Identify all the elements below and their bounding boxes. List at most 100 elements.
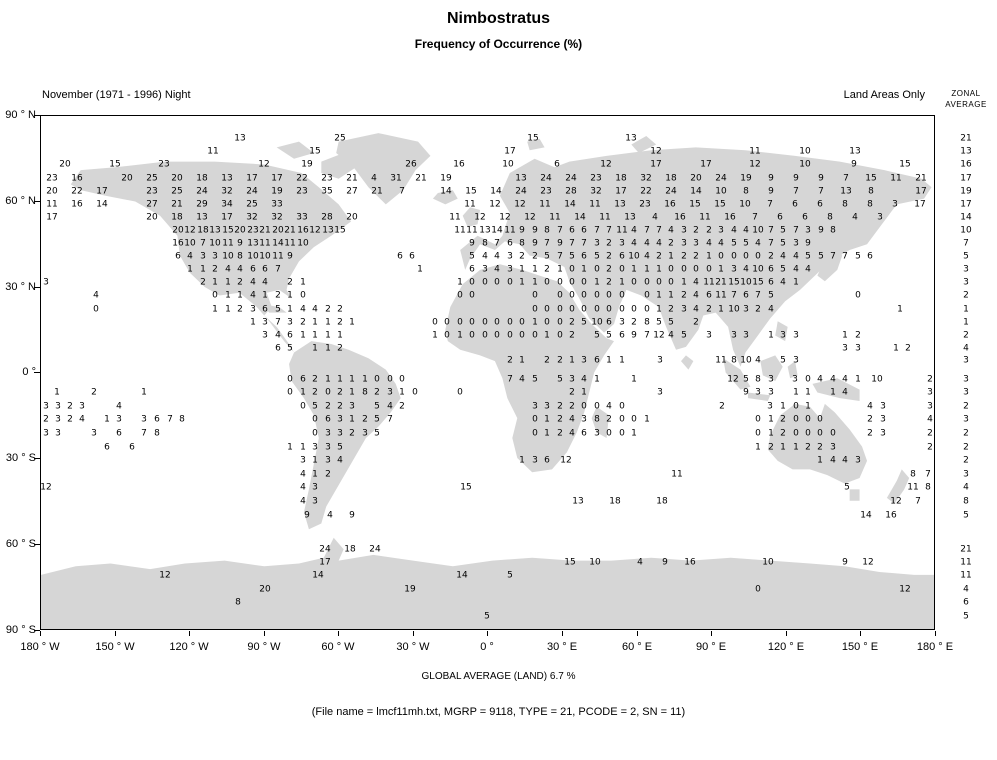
grid-value: 11 [464,199,476,210]
grid-value: 2 [606,251,612,262]
grid-value: 4 [805,264,811,275]
map-plot-area [40,115,935,630]
grid-value: 20 [171,173,183,184]
grid-value: 13 [196,212,208,223]
grid-value: 7 [843,173,849,184]
grid-value: 3 [780,330,786,341]
grid-value: 7 [141,428,147,439]
grid-value: 32 [246,212,258,223]
grid-value: 4 [830,455,836,466]
grid-value: 6 [287,330,293,341]
grid-value: 7 [606,225,612,236]
grid-value: 22 [71,186,83,197]
grid-value: 1 [581,264,587,275]
longitude-label: 120 ° W [169,641,209,653]
grid-value: 8 [925,482,931,493]
grid-value: 16 [664,199,676,210]
grid-value: 1 [532,277,538,288]
grid-value: 3 [325,442,331,453]
grid-value: 0 [557,330,563,341]
grid-value: 1 [631,428,637,439]
grid-value: 5 [275,304,281,315]
latitude-label: 60 ° S [5,538,36,550]
grid-value: 12 [489,199,501,210]
grid-value: 17 [615,186,627,197]
grid-value: 3 [619,238,625,249]
grid-value: 1 [544,414,550,425]
grid-value: 9 [768,186,774,197]
longitude-label: 180 ° W [20,641,60,653]
grid-value: 23 [590,173,602,184]
grid-value: 3 [337,428,343,439]
grid-value: 3 [768,374,774,385]
grid-value: 1 [325,317,331,328]
grid-value: 15 [728,277,740,288]
grid-value: 0 [594,264,600,275]
british-isles [462,207,481,228]
grid-value: 10 [591,317,603,328]
zonal-average-value: 4 [963,343,969,354]
grid-value: 4 [225,264,231,275]
grid-value: 6 [507,238,513,249]
grid-value: 17 [319,557,331,568]
latitude-tick [34,544,40,545]
grid-value: 9 [743,387,749,398]
grid-value: 2 [817,442,823,453]
grid-value: 0 [532,414,538,425]
grid-value: 3 [312,442,318,453]
grid-value: 4 [569,414,575,425]
grid-value: 3 [55,428,61,439]
grid-value: 3 [927,401,933,412]
grid-value: 7 [842,251,848,262]
grid-value: 11 [222,238,234,249]
latitude-tick [34,287,40,288]
grid-value: 15 [752,277,764,288]
grid-value: 0 [557,290,563,301]
page-title: Nimbostratus [446,10,551,27]
grid-value: 32 [590,186,602,197]
grid-value: 2 [668,238,674,249]
grid-value: 4 [793,251,799,262]
grid-value: 7 [644,330,650,341]
grid-value: 5 [581,317,587,328]
grid-value: 0 [519,330,525,341]
grid-value: 6 [706,290,712,301]
grid-value: 1 [644,264,650,275]
grid-value: 6 [325,414,331,425]
grid-value: 3 [657,355,663,366]
grid-value: 12 [600,159,612,170]
grid-value: 32 [640,173,652,184]
zonal-average-value: 4 [963,482,969,493]
grid-value: 2 [631,317,637,328]
grid-value: 10 [628,251,640,262]
grid-value: 15 [309,146,321,157]
grid-value: 5 [681,330,687,341]
grid-value: 7 [581,238,587,249]
grid-value: 9 [349,510,355,521]
grid-value: 4 [693,277,699,288]
grid-value: 11 [589,199,601,210]
grid-value: 2 [927,428,933,439]
borneo [760,355,783,382]
grid-value: 0 [507,330,513,341]
grid-value: 11 [715,355,727,366]
grid-value: 12 [184,225,196,236]
grid-value: 10 [715,186,727,197]
grid-value: 1 [362,374,368,385]
zonal-average-value: 17 [960,173,972,184]
zonal-average-value: 3 [963,387,969,398]
grid-value: 4 [927,414,933,425]
zonal-average-value: 8 [963,496,969,507]
grid-value: 6 [104,442,110,453]
longitude-tick [189,631,190,636]
grid-value: 3 [718,225,724,236]
grid-value: 7 [793,186,799,197]
grid-value: 3 [507,264,513,275]
grid-value: 18 [656,496,668,507]
grid-value: 0 [718,251,724,262]
longitude-label: 30 ° W [396,641,430,653]
grid-value: 1 [417,264,423,275]
grid-value: 14 [456,570,468,581]
svalbard [527,138,545,151]
grid-value: 0 [300,401,306,412]
